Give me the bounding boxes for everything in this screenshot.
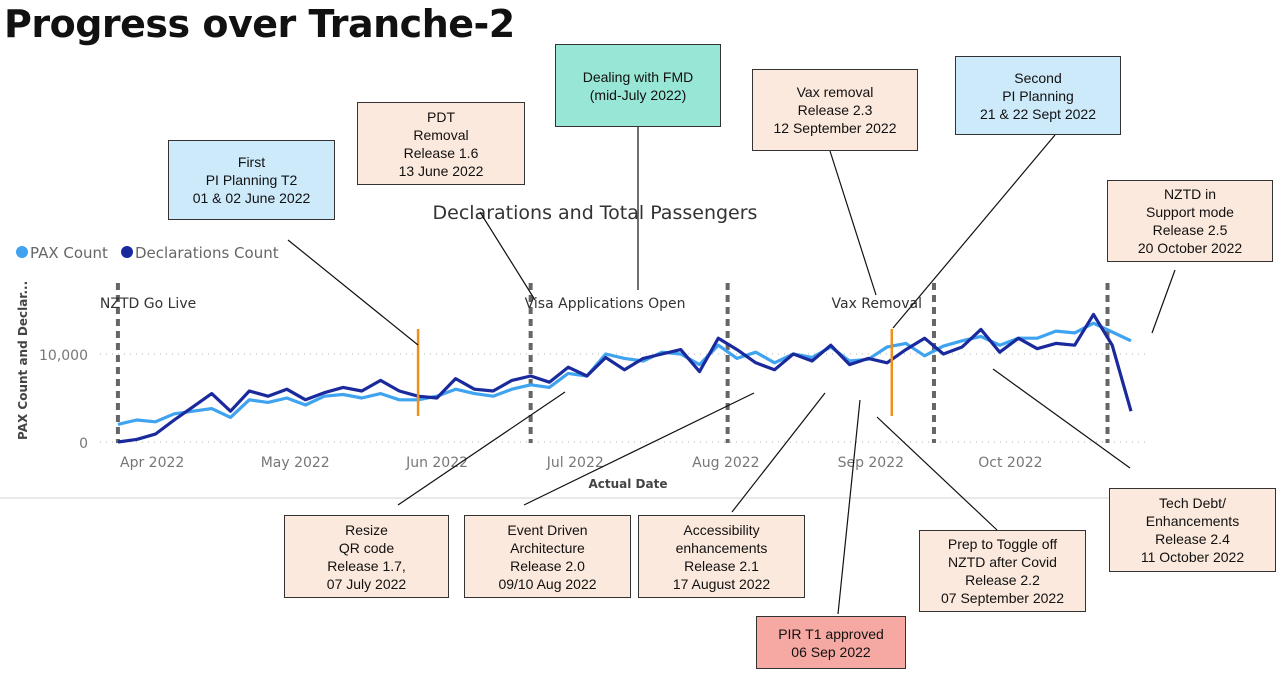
pax-count-line (117, 321, 1132, 426)
legend-pax-marker (16, 246, 28, 258)
x-tick-label: Apr 2022 (120, 455, 184, 471)
y-tick-label: 0 (79, 436, 88, 452)
annotation-text: 11 October 2022 (1140, 549, 1245, 565)
reference-line-label: Vax Removal (832, 296, 922, 312)
annotation-text: (mid-July 2022) (589, 86, 687, 103)
annotation-text: First (237, 154, 266, 170)
annotation-text: Release 2.2 (965, 572, 1040, 588)
annotation-box: Dealing with FMD (mid-July 2022) (555, 44, 721, 127)
annotation-box: Accessibility enhancements Release 2.1 17 A… (638, 515, 805, 598)
x-tick-label: May 2022 (261, 455, 330, 471)
x-tick-label: Oct 2022 (978, 455, 1042, 471)
annotation-connector (992, 368, 1131, 469)
annotation-connector (287, 239, 419, 346)
annotation-text: Release 2.1 (684, 557, 759, 574)
annotation-text: Dealing with FMD (582, 68, 694, 85)
annotation-connector (837, 399, 861, 615)
annotation-text: 17 August 2022 (672, 575, 771, 592)
annotation-text: 09/10 Aug 2022 (498, 575, 597, 592)
legend-pax-label: PAX Count (30, 244, 108, 262)
annotation-text: PI Planning (1002, 87, 1074, 104)
x-tick-label: Jun 2022 (405, 455, 468, 471)
annotation-connector (876, 416, 998, 531)
annotation-box: PIR T1 approved 06 Sep 2022 (756, 616, 906, 669)
annotation-text: Event Driven (507, 521, 588, 538)
annotation-connector (731, 392, 826, 513)
annotation-box: Prep to Toggle off NZTD after Covid Releas… (919, 530, 1086, 612)
annotation-text: Release 1.7, (327, 557, 406, 574)
annotation-text: 13 June 2022 (398, 162, 484, 179)
annotation-text: Second (1014, 69, 1062, 86)
annotation-box: PDT Removal Release 1.6 13 June 2022 (357, 102, 525, 185)
reference-line-label: NZTD Go Live (100, 296, 196, 312)
annotation-connector (1151, 269, 1176, 334)
annotation-text: PI Planning T2 (205, 172, 298, 188)
annotation-text: Release 1.6 (403, 144, 479, 161)
legend-declarations-label: Declarations Count (135, 244, 279, 262)
annotation-connector (479, 211, 536, 301)
annotation-box: First PI Planning T2 01 & 02 June 2022 (168, 140, 335, 220)
annotation-box: Tech Debt/Enhancements Release 2.4 11 Octo… (1109, 488, 1276, 572)
annotation-text: Release 2.3 (797, 102, 873, 118)
x-axis-title: Actual Date (588, 477, 667, 491)
annotation-connector (829, 150, 877, 296)
x-tick-label: Aug 2022 (692, 455, 759, 471)
annotation-text: Resize (345, 521, 388, 538)
annotation-text: 07 September 2022 (941, 590, 1064, 606)
annotation-text: enhancements (675, 539, 768, 556)
annotation-text: Vax removal (796, 84, 874, 100)
annotation-text: Accessibility (683, 521, 760, 538)
annotation-box: Vax removal Release 2.3 12 September 2022 (752, 69, 918, 151)
annotation-connector (523, 392, 755, 506)
annotation-text: Architecture (510, 539, 585, 556)
annotation-text: PIR T1 approved (778, 625, 884, 642)
declarations-count-line (117, 312, 1133, 444)
x-tick-label: Sep 2022 (838, 455, 904, 471)
annotation-text: Tech Debt/ (1159, 495, 1226, 511)
page-title: Progress over Tranche-2 (4, 2, 515, 46)
legend: PAX Count Declarations Count (16, 244, 279, 262)
annotation-text: Release 2.5 (1152, 222, 1228, 238)
annotation-text: Release 2.4 (1155, 531, 1230, 547)
annotation-text: Removal (413, 126, 469, 143)
y-tick-label: 10,000 (39, 348, 88, 364)
annotation-text: 20 October 2022 (1137, 240, 1243, 256)
annotation-text: NZTD after Covid (948, 554, 1057, 570)
annotation-box: Second PI Planning 21 & 22 Sept 2022 (955, 56, 1121, 135)
annotation-connector (892, 134, 1056, 329)
annotation-text: 01 & 02 June 2022 (192, 190, 311, 206)
annotation-text: QR code (338, 539, 395, 556)
y-axis-title: PAX Count and Declar... (16, 281, 30, 440)
annotation-text: NZTD in (1163, 186, 1217, 202)
annotation-text: 12 September 2022 (773, 120, 897, 136)
annotation-connector (397, 391, 566, 506)
annotation-text: 07 July 2022 (326, 575, 407, 592)
x-tick-label: Jul 2022 (546, 455, 604, 471)
reference-line-label: Visa Applications Open (525, 296, 686, 312)
annotation-box: Event Driven Architecture Release 2.0 09/10… (464, 515, 631, 598)
legend-declarations-marker (121, 246, 133, 258)
annotation-text: Support mode (1146, 204, 1234, 220)
annotation-text: 21 & 22 Sept 2022 (980, 105, 1096, 122)
annotation-text: PDT (427, 108, 455, 125)
chart-title: Declarations and Total Passengers (433, 202, 758, 224)
annotation-text: Enhancements (1145, 513, 1240, 529)
annotation-text: Release 2.0 (510, 557, 585, 574)
annotation-box: NZTD in Support mode Release 2.5 20 October… (1107, 180, 1273, 262)
annotation-text: Prep to Toggle off (947, 536, 1058, 552)
annotation-box: Resize QR code Release 1.7, 07 July 2022 (284, 515, 449, 598)
annotation-text: 06 Sep 2022 (791, 643, 871, 660)
